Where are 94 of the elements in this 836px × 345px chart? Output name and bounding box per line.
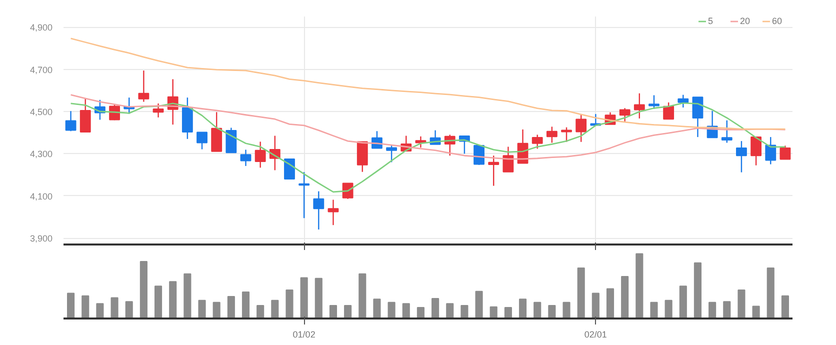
bar [518,298,527,318]
bar [154,286,162,318]
bar [110,297,118,318]
candlestick [342,182,354,200]
bar [781,295,789,318]
candlestick [692,96,704,138]
bar [286,290,294,318]
bar [242,291,250,318]
legend-label: 5 [708,16,714,26]
candlestick [780,145,791,160]
candlestick [619,108,630,122]
candlestick [240,149,252,167]
bar [184,273,192,318]
candlestick [765,136,776,165]
candlestick [298,171,310,219]
bar [169,281,177,318]
bar [577,268,585,318]
candlestick [152,102,164,118]
bar [388,302,396,318]
bar [534,302,542,318]
candlestick [678,94,689,108]
bar [636,253,644,318]
bar [432,298,440,318]
candlestick [328,199,339,226]
candlestick [576,114,587,142]
candlestick [65,110,76,132]
bar [708,302,716,318]
bar [664,300,672,318]
bar [460,305,468,318]
bar [402,303,410,318]
y-tick-label: 4,500 [30,107,53,117]
candlestick [138,70,150,102]
bar [256,305,264,318]
bar [140,261,148,318]
bar [82,295,90,318]
candlestick [721,120,732,144]
legend-label: 20 [740,16,752,26]
y-tick-label: 4,100 [30,191,53,202]
y-tick-label: 4,900 [30,22,53,33]
candlestick [634,92,645,120]
candlestick [488,155,500,186]
bar [650,302,658,318]
bar [766,268,774,318]
y-tick-label: 3,900 [30,234,53,244]
bar [271,300,279,318]
bar [592,292,600,318]
bar [562,302,570,318]
bar [606,288,614,318]
bar [548,305,556,318]
candlestick [196,132,208,150]
candlestick [648,94,660,110]
legend-label: 60 [772,16,784,26]
candlestick [502,146,514,172]
bar [738,290,746,318]
bar [96,303,104,318]
bar [344,305,352,318]
candlestick [532,134,543,150]
bar [504,307,512,318]
bar [314,278,322,318]
candlestick [254,141,266,168]
candlestick [663,102,674,120]
bar [446,303,454,318]
bar [752,306,760,318]
bar [125,301,133,318]
candlestick [226,127,237,154]
bar [694,262,702,318]
y-tick-label: 4,300 [30,149,53,160]
candlestick [750,136,762,166]
bar [490,306,498,318]
candlestick [736,140,747,173]
candlestick [356,141,368,172]
candlestick [211,112,222,152]
y-tick-label: 4,700 [30,64,53,75]
candlestick [284,158,295,180]
bar [373,298,381,318]
candlestick [561,126,572,142]
bar [621,276,629,318]
candlestick [80,98,91,133]
bar [198,300,206,318]
bar [723,301,731,318]
x-tick-label: 01/02 [292,330,316,340]
bar [67,292,75,318]
bar [475,290,483,318]
bar [227,296,235,318]
candlestick [313,190,324,230]
x-tick-label: 02/01 [584,330,607,340]
bar [329,305,338,318]
candlestick [546,126,558,144]
bar [358,273,366,318]
candlestick [386,144,398,163]
bar [212,302,220,318]
bar [416,307,424,318]
bar [679,286,687,318]
bar [300,277,308,318]
